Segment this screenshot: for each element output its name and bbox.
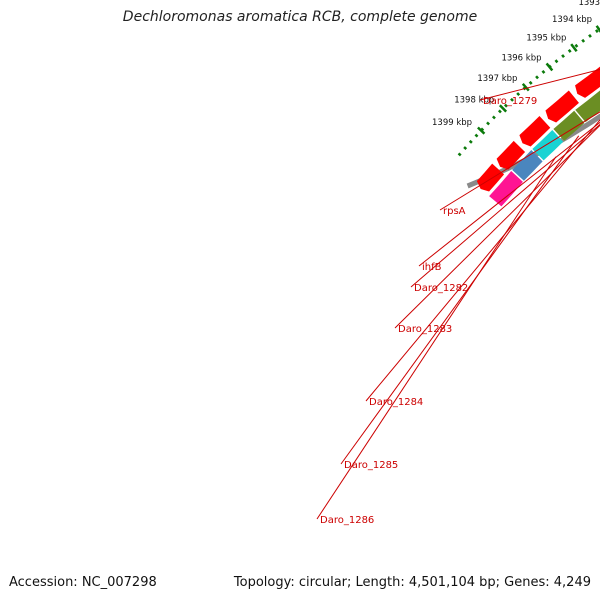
minor-tick — [491, 115, 496, 120]
gene-label: rpsA — [443, 206, 466, 217]
minor-tick — [497, 109, 502, 114]
forward-gene-arrow[interactable] — [575, 63, 600, 98]
gene-label: Daro_1284 — [369, 397, 423, 408]
leader-line — [365, 119, 600, 402]
scale-tick-label: 1398 kbp — [454, 95, 494, 105]
minor-tick — [457, 152, 462, 157]
leader-line — [316, 156, 557, 520]
minor-tick — [528, 80, 533, 85]
reverse-gene-segment[interactable] — [489, 170, 523, 207]
leader-line — [418, 121, 600, 267]
genome-title: Dechloromonas aromatica RCB, complete ge… — [122, 9, 478, 25]
minor-tick — [535, 75, 539, 80]
major-tick — [570, 43, 578, 53]
minor-tick — [468, 139, 473, 144]
scale-tick-label: 1395 kbp — [526, 34, 566, 44]
major-tick — [498, 104, 508, 113]
reverse-gene-segment[interactable] — [512, 150, 543, 181]
reverse-strand-genes — [489, 85, 600, 207]
leader-line — [340, 135, 580, 465]
gene-label: ihfB — [422, 262, 442, 273]
scale-tick-label: 1393 kbp — [578, 0, 600, 8]
gene-label: Daro_1282 — [414, 283, 468, 294]
daro-1286-gene[interactable] — [532, 129, 564, 161]
gene-label: Daro_1285 — [344, 460, 398, 471]
scale-tick-label: 1397 kbp — [477, 74, 517, 84]
leader-line — [410, 123, 600, 288]
forward-gene-arrow[interactable] — [545, 90, 579, 123]
gene-label: Daro_1286 — [320, 515, 374, 526]
forward-gene-arrow[interactable] — [519, 115, 551, 147]
minor-tick — [516, 92, 521, 97]
major-tick — [595, 25, 600, 33]
minor-tick — [574, 43, 579, 48]
leader-line — [394, 124, 600, 329]
forward-strand-genes — [476, 63, 600, 192]
gene-label: Daro_1279 — [483, 96, 537, 107]
scale-tick-label: 1394 kbp — [552, 15, 592, 25]
minor-tick — [567, 48, 572, 53]
minor-tick — [588, 33, 592, 38]
scale-tick-label: 1396 kbp — [501, 53, 541, 63]
minor-tick — [486, 121, 490, 126]
scale-ticks: 1390 kbp1391 kbp1392 kbp1393 kbp1394 kbp… — [432, 0, 600, 157]
minor-tick — [510, 97, 514, 102]
major-tick — [545, 62, 554, 72]
leader-line — [479, 68, 600, 101]
minor-tick — [581, 38, 586, 43]
forward-gene-arrow[interactable] — [496, 140, 526, 170]
leader-line — [439, 111, 600, 211]
minor-tick — [480, 127, 485, 132]
daro-1284-gene[interactable] — [575, 85, 600, 123]
minor-tick — [561, 54, 565, 58]
gene-labels: Daro_1279rpsAihfBDaro_1282Daro_1283Daro_… — [316, 68, 600, 526]
major-tick — [521, 83, 530, 92]
daro-1285-gene[interactable] — [553, 110, 585, 141]
minor-tick — [541, 69, 546, 74]
forward-gene-arrow[interactable] — [476, 163, 505, 192]
topology-text: Topology: circular; Length: 4,501,104 bp… — [233, 575, 591, 590]
minor-tick — [554, 59, 559, 64]
scale-tick-label: 1399 kbp — [432, 118, 472, 128]
minor-tick — [463, 146, 468, 151]
minor-tick — [503, 103, 508, 108]
major-tick — [477, 126, 486, 135]
accession-text: Accession: NC_007298 — [9, 575, 157, 590]
minor-tick — [594, 29, 599, 34]
minor-tick — [474, 133, 479, 138]
